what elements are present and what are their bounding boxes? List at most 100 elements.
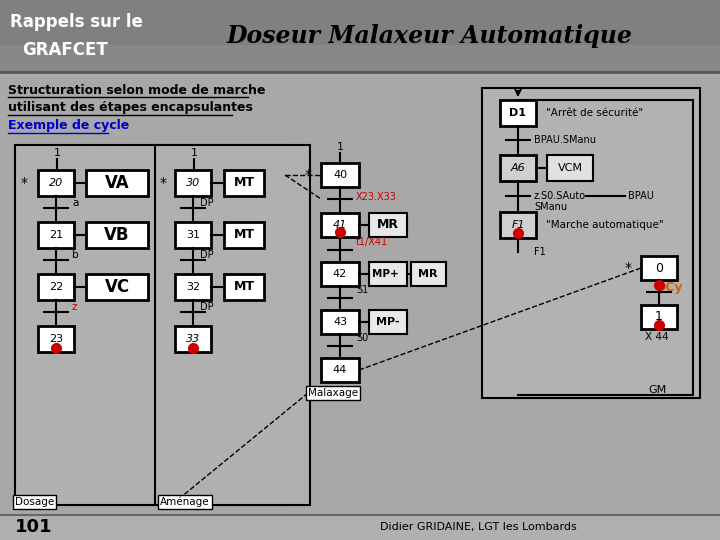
Bar	[0, 0, 720, 72]
Text: 30: 30	[186, 178, 200, 188]
Text: Aménage: Aménage	[160, 497, 210, 507]
Text: 1: 1	[336, 142, 343, 152]
Bar	[0, 515, 720, 540]
Text: SManu: SManu	[534, 202, 567, 212]
Bar	[175, 274, 211, 300]
Bar	[500, 100, 536, 126]
Text: *: *	[20, 176, 27, 190]
Text: MP+: MP+	[372, 269, 398, 279]
Text: X 44: X 44	[645, 332, 669, 342]
Text: 22: 22	[49, 282, 63, 292]
Text: D1: D1	[510, 108, 526, 118]
Text: "Marche automatique": "Marche automatique"	[546, 220, 664, 230]
Text: *: *	[624, 261, 631, 275]
Bar	[86, 222, 148, 248]
Bar	[482, 88, 700, 398]
Bar	[224, 170, 264, 196]
Text: DP: DP	[200, 198, 214, 208]
Text: a: a	[72, 198, 78, 208]
Text: Exemple de cycle: Exemple de cycle	[8, 119, 130, 132]
Text: 1: 1	[655, 310, 663, 323]
Text: MP-: MP-	[377, 317, 400, 327]
Text: MR: MR	[418, 269, 438, 279]
Text: S1: S1	[356, 285, 368, 295]
Bar	[641, 305, 677, 329]
Text: Didier GRIDAINE, LGT les Lombards: Didier GRIDAINE, LGT les Lombards	[380, 522, 577, 532]
Text: VC: VC	[104, 278, 130, 296]
Text: BPAU: BPAU	[628, 191, 654, 201]
Text: DP: DP	[200, 250, 214, 260]
Bar	[224, 222, 264, 248]
Bar	[321, 310, 359, 334]
Text: "Arrêt de sécurité": "Arrêt de sécurité"	[546, 108, 643, 118]
Text: 40: 40	[333, 170, 347, 180]
Text: MT: MT	[233, 228, 254, 241]
Text: *: *	[305, 168, 312, 182]
Text: DP: DP	[200, 302, 214, 312]
Bar	[547, 155, 593, 181]
Text: X23.X33: X23.X33	[356, 192, 397, 202]
Text: z.S0.SAuto: z.S0.SAuto	[534, 191, 586, 201]
Text: 23: 23	[49, 334, 63, 344]
Text: Rappels sur le: Rappels sur le	[10, 13, 143, 31]
Bar	[38, 170, 74, 196]
Text: z: z	[72, 302, 78, 312]
Text: VB: VB	[104, 226, 130, 244]
Bar	[321, 262, 359, 286]
Bar	[0, 0, 720, 45]
Bar	[321, 163, 359, 187]
Text: GRAFCET: GRAFCET	[22, 41, 108, 59]
Text: S0: S0	[356, 333, 368, 343]
Text: A6: A6	[510, 163, 526, 173]
Text: 31: 31	[186, 230, 200, 240]
Bar	[38, 326, 74, 352]
Text: 33: 33	[186, 334, 200, 344]
Bar	[369, 262, 407, 286]
Text: VA: VA	[104, 174, 130, 192]
Text: utilisant des étapes encapsulantes: utilisant des étapes encapsulantes	[8, 102, 253, 114]
Bar	[0, 72, 720, 515]
Text: Doseur Malaxeur Automatique: Doseur Malaxeur Automatique	[227, 24, 633, 48]
Text: 21: 21	[49, 230, 63, 240]
Text: 43: 43	[333, 317, 347, 327]
Text: GM: GM	[648, 385, 666, 395]
Text: b: b	[72, 250, 78, 260]
Text: F1: F1	[534, 247, 546, 257]
Bar	[155, 145, 310, 505]
Bar	[38, 274, 74, 300]
Text: MR: MR	[377, 219, 399, 232]
Text: DCy: DCy	[656, 281, 684, 294]
Text: 44: 44	[333, 365, 347, 375]
Text: t1/X41: t1/X41	[356, 237, 388, 247]
Bar	[369, 213, 407, 237]
Text: 41: 41	[333, 220, 347, 230]
Bar	[38, 222, 74, 248]
Bar	[500, 155, 536, 181]
Text: Structuration selon mode de marche: Structuration selon mode de marche	[8, 84, 266, 97]
Text: Dosage: Dosage	[15, 497, 54, 507]
Bar	[86, 274, 148, 300]
Text: 32: 32	[186, 282, 200, 292]
Bar	[175, 326, 211, 352]
Text: *: *	[160, 176, 166, 190]
Text: 1: 1	[191, 148, 197, 158]
Bar	[15, 145, 285, 505]
Bar	[175, 222, 211, 248]
Bar	[411, 262, 446, 286]
Text: BPAU.SManu: BPAU.SManu	[534, 135, 596, 145]
Bar	[175, 170, 211, 196]
Text: MT: MT	[233, 177, 254, 190]
Bar	[641, 256, 677, 280]
Text: F1: F1	[511, 220, 525, 230]
Bar	[500, 212, 536, 238]
Bar	[321, 358, 359, 382]
Text: VCM: VCM	[557, 163, 582, 173]
Text: MT: MT	[233, 280, 254, 294]
Bar	[369, 310, 407, 334]
Bar	[86, 170, 148, 196]
Text: 101: 101	[15, 518, 53, 536]
Text: 42: 42	[333, 269, 347, 279]
Text: 1: 1	[53, 148, 60, 158]
Text: 0: 0	[655, 261, 663, 274]
Bar	[224, 274, 264, 300]
